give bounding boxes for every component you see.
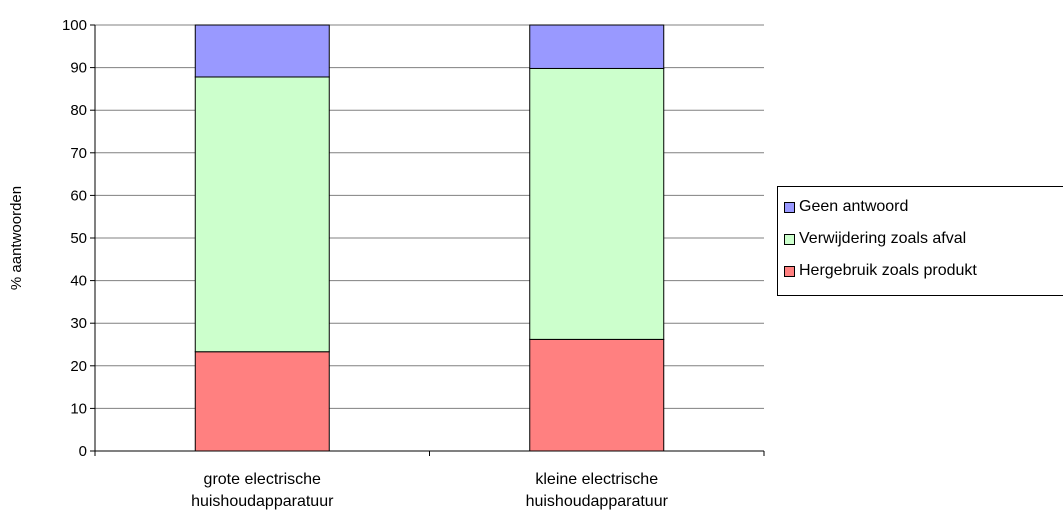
legend-label-verwijdering: Verwijdering zoals afval (799, 230, 967, 247)
legend-label-hergebruik: Hergebruik zoals produkt (799, 262, 977, 279)
legend-item-hergebruik: Hergebruik zoals produkt (784, 261, 977, 281)
axes (90, 24, 765, 456)
x-tick-labels: grote electrische huishoudapparatuur klein… (191, 471, 669, 510)
bar-segment-1-cat-1 (194, 351, 330, 452)
y-tick-label: 20 (70, 358, 87, 375)
x-category-label: huishoudapparatuur (526, 493, 669, 510)
legend-swatch-geen-antwoord (784, 201, 795, 213)
x-category-label: grote electrische (204, 471, 321, 488)
bar-segment-3-cat-2 (529, 24, 665, 69)
legend-item-geen-antwoord: Geen antwoord (784, 197, 908, 217)
legend-swatch-verwijdering (784, 233, 795, 245)
x-category-label: kleine electrische (535, 471, 658, 488)
legend-label-geen-antwoord: Geen antwoord (799, 198, 909, 215)
legend: Geen antwoord Verwijdering zoals afval H… (777, 186, 1063, 296)
bar-segment-2-cat-1 (194, 76, 330, 353)
bar-segment-2-cat-2 (529, 67, 665, 340)
y-tick-label: 40 (70, 273, 87, 290)
y-axis-title: % aantwoorden (8, 186, 25, 290)
y-tick-label: 10 (70, 400, 87, 417)
bar-segment-1-cat-2 (529, 338, 665, 452)
y-tick-labels: 0 10 20 30 40 50 60 70 80 90 100 (62, 17, 87, 460)
legend-item-verwijdering: Verwijdering zoals afval (784, 229, 966, 249)
y-tick-label: 100 (62, 17, 87, 34)
legend-swatch-hergebruik (784, 265, 795, 277)
y-tick-label: 30 (70, 315, 87, 332)
y-tick-label: 0 (79, 443, 87, 460)
bar-segment-3-cat-1 (194, 24, 330, 78)
y-tick-label: 50 (70, 230, 87, 247)
x-category-label: huishoudapparatuur (191, 493, 334, 510)
bars (194, 24, 665, 452)
y-tick-label: 70 (70, 145, 87, 162)
y-tick-label: 80 (70, 102, 87, 119)
y-tick-label: 90 (70, 60, 87, 77)
y-tick-label: 60 (70, 187, 87, 204)
